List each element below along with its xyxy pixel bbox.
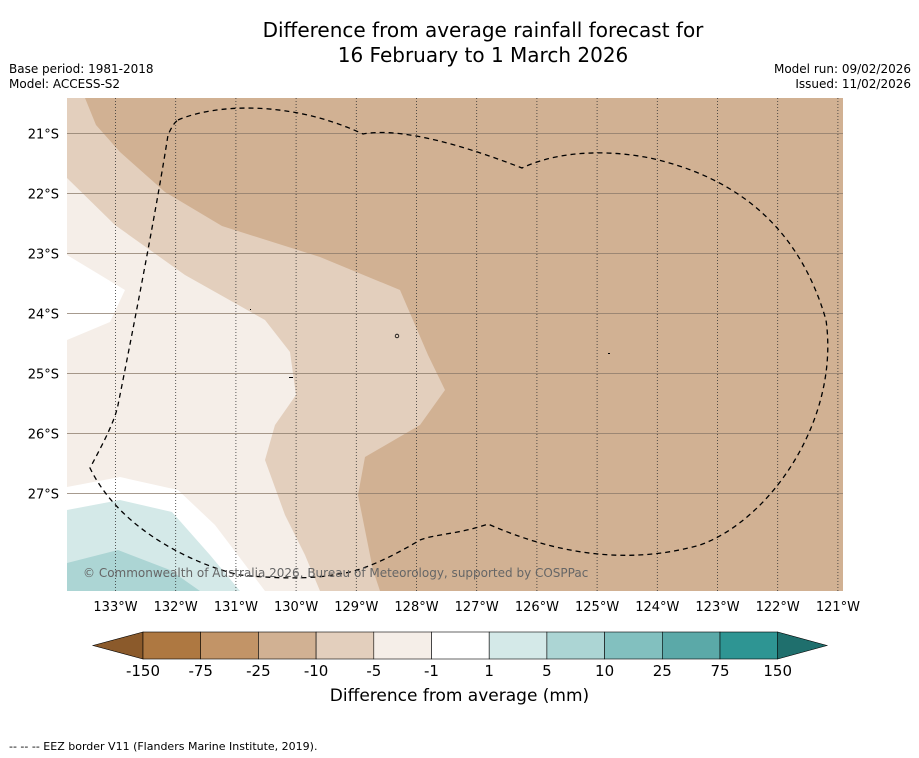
longitude-label: 130°W	[274, 600, 318, 615]
colorbar-tick-label: 1	[484, 662, 494, 680]
colorbar-tick-label: -25	[246, 662, 271, 680]
colorbar: -150 -75 -25 -10 -5 -1 1 5 10 25 75 150	[91, 631, 829, 680]
eez-legend-footer: -- -- -- EEZ border V11 (Flanders Marine…	[9, 740, 318, 753]
island-marker	[394, 333, 400, 339]
longitude-label: 124°W	[635, 600, 679, 615]
longitude-label: 129°W	[334, 600, 378, 615]
latitude-label: 21°S	[28, 128, 59, 143]
island-markers	[250, 309, 610, 378]
colorbar-swatch	[488, 631, 548, 660]
colorbar-label: Difference from average (mm)	[329, 686, 590, 706]
longitude-label: 127°W	[455, 600, 499, 615]
title-line-2: 16 February to 1 March 2026	[337, 43, 629, 67]
colorbar-tick-label: 150	[763, 662, 792, 680]
longitude-label: 132°W	[154, 600, 198, 615]
colorbar-low-extend	[91, 631, 144, 660]
eez-border-line	[89, 107, 829, 579]
latitude-label: 25°S	[28, 368, 59, 383]
longitude-label: 128°W	[394, 600, 438, 615]
colorbar-tick-label: -5	[366, 662, 381, 680]
longitude-label: 121°W	[816, 600, 860, 615]
longitude-label: 133°W	[93, 600, 137, 615]
model-run-text: Model run: 09/02/2026	[773, 62, 911, 76]
longitude-label: 123°W	[695, 600, 739, 615]
colorbar-swatch	[315, 631, 375, 660]
longitude-label: 131°W	[214, 600, 258, 615]
colorbar-tick-label: -150	[126, 662, 160, 680]
island-marker	[289, 377, 293, 378]
colorbar-high-extend	[777, 631, 829, 660]
longitude-label: 125°W	[575, 600, 619, 615]
model-text: Model: ACCESS-S2	[9, 77, 121, 91]
base-period-text: Base period: 1981-2018	[9, 62, 154, 76]
meta-right: Model run: 09/02/2026 Issued: 11/02/2026	[774, 62, 911, 92]
colorbar-swatch	[200, 631, 259, 660]
region-5-to-10	[67, 550, 200, 591]
colorbar-swatch	[719, 631, 779, 660]
colorbar-tick-label: 75	[710, 662, 729, 680]
island-marker	[250, 309, 251, 310]
colorbar-tick-label: 25	[653, 662, 672, 680]
colorbar-tick-label: -10	[304, 662, 329, 680]
meta-left: Base period: 1981-2018 Model: ACCESS-S2	[9, 62, 154, 92]
colorbar-tick-label: -1	[424, 662, 439, 680]
colorbar-swatch	[258, 631, 317, 660]
longitude-labels: 133°W 132°W 131°W 130°W 129°W 128°W 127°W 126°W…	[93, 600, 860, 615]
colorbar-swatch	[604, 631, 663, 660]
colorbar-swatch	[431, 631, 490, 660]
longitude-label: 122°W	[756, 600, 800, 615]
copyright-text: © Commonwealth of Australia 2026, Bureau…	[83, 566, 588, 580]
colorbar-swatch	[546, 631, 605, 660]
colorbar-swatch	[373, 631, 432, 660]
chart-title: Difference from average rainfall forecas…	[0, 18, 919, 68]
longitude-label: 126°W	[515, 600, 559, 615]
latitude-label: 24°S	[28, 308, 59, 323]
region-minus1-to-1-upper	[67, 255, 125, 340]
colorbar-swatch	[661, 631, 721, 660]
colorbar-tick-label: -75	[188, 662, 213, 680]
latitude-label: 22°S	[28, 188, 59, 203]
issued-text: Issued: 11/02/2026	[795, 77, 911, 91]
latitude-label: 26°S	[28, 428, 59, 443]
graticule	[67, 98, 843, 591]
colorbar-tick-label: 10	[595, 662, 614, 680]
latitude-label: 23°S	[28, 248, 59, 263]
colorbar-swatch	[142, 631, 202, 660]
title-line-1: Difference from average rainfall forecas…	[262, 18, 704, 42]
island-marker	[608, 353, 610, 354]
colorbar-tick-label: 5	[542, 662, 552, 680]
latitude-label: 27°S	[28, 488, 59, 503]
latitude-labels: 21°S 22°S 23°S 24°S 25°S 26°S 27°S	[28, 128, 59, 503]
